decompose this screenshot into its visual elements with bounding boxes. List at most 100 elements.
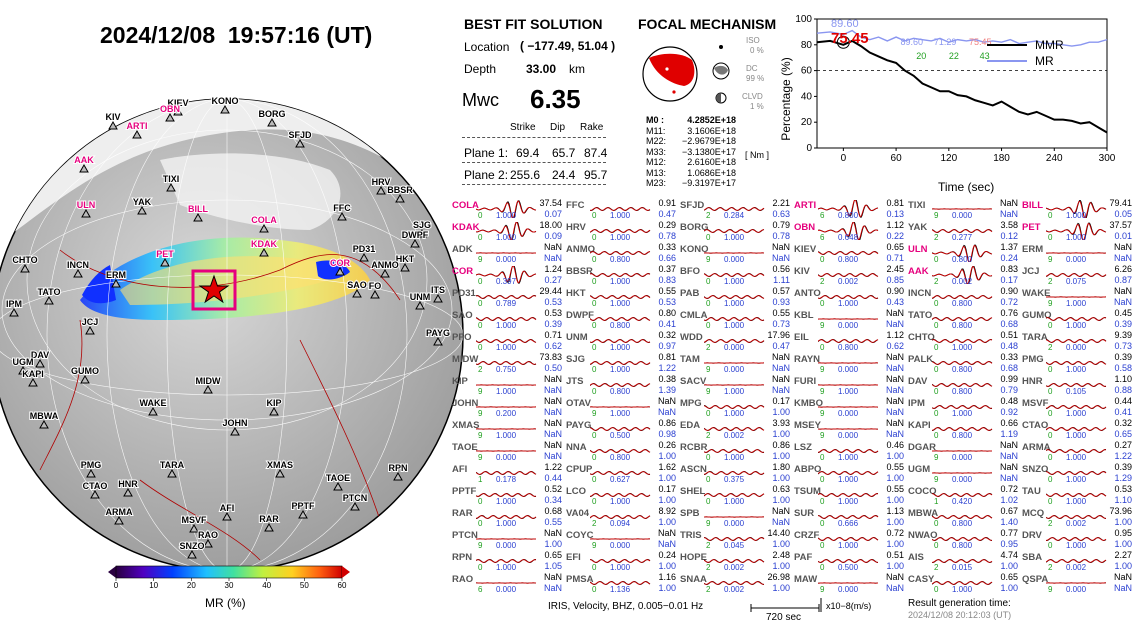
waveform	[476, 450, 537, 452]
station-flag: 2	[934, 563, 939, 572]
station-flag: 2	[706, 343, 711, 352]
map-station-label: AFI	[220, 503, 235, 513]
station-name: RCBR	[680, 442, 708, 453]
map-station-label: HNR	[118, 479, 138, 489]
waveform	[704, 581, 765, 585]
station-vr: 0.07	[544, 209, 562, 219]
station-amp: 0.38	[658, 374, 676, 384]
station-vr: 1.00	[772, 473, 790, 483]
colorbar-tick: 50	[300, 581, 309, 588]
map-station-label: BBSR	[387, 185, 413, 195]
station-trace: HOPE 2.48 1.00 2 0.002	[680, 550, 790, 574]
station-trace: COR 1.24 0.27 0 0.397	[452, 264, 562, 288]
station-triangle-icon	[370, 289, 380, 299]
moment-tensor: M0 : 4.2852E+18 M11: 3.1606E+18 M22: −2.9679E…	[646, 115, 736, 189]
waveform	[590, 361, 651, 365]
map-station-label: SNZO	[179, 541, 204, 551]
station-name: MIDW	[452, 354, 479, 365]
waveform	[704, 559, 765, 563]
station-name: NNA	[566, 442, 587, 453]
station-vr: 1.00	[886, 517, 904, 527]
waveform	[476, 266, 537, 284]
station-amp: NaN	[885, 572, 904, 582]
station-name: FFC	[566, 200, 585, 211]
station-trace: BORG 0.79 0.78 0 1.000	[680, 220, 790, 244]
station-amp: NaN	[1113, 286, 1132, 296]
station-triangle-icon	[395, 193, 405, 203]
station-trace: TAM NaN NaN 9 0.000	[680, 352, 790, 376]
dc-ball-icon	[712, 62, 730, 80]
station-vr: NaN	[999, 209, 1018, 219]
waveform	[932, 537, 993, 541]
dc-value: 99 %	[746, 74, 765, 83]
map-station: FO	[368, 280, 382, 299]
station-weight: 0.800	[952, 387, 973, 396]
station-weight: 0.000	[1066, 255, 1087, 264]
waveform	[476, 384, 537, 386]
synthetic-trace	[932, 581, 993, 585]
station-amp: 0.55	[772, 308, 790, 318]
station-weight: 0.397	[496, 277, 517, 286]
station-weight: 1.000	[952, 409, 973, 418]
station-flag: 0	[934, 299, 939, 308]
map-station: CHTO	[11, 254, 39, 273]
map-station: MBWA	[29, 410, 60, 429]
station-vr: NaN	[885, 319, 904, 329]
tensor-row: M11: 3.1606E+18	[646, 126, 736, 137]
station-trace: BBSR 0.37 0.83 0 1.000	[566, 264, 676, 288]
station-vr: 1.00	[1114, 539, 1132, 549]
map-station-label: PET	[156, 249, 174, 259]
station-weight: 0.420	[952, 497, 973, 506]
map-station: KONO	[211, 95, 240, 114]
station-flag: 2	[706, 541, 711, 550]
station-amp: 1.16	[658, 572, 676, 582]
synthetic-trace	[1046, 471, 1107, 475]
station-flag: 2	[934, 277, 939, 286]
station-trace: ERM NaN NaN 9 0.000	[1022, 242, 1132, 266]
station-trace: SNZO 0.39 1.29 0 1.000	[1022, 462, 1132, 486]
station-flag: 0	[478, 299, 483, 308]
map-station-label: RAR	[259, 514, 279, 524]
station-vr: 1.00	[1000, 583, 1018, 593]
station-amp: 6.26	[1114, 264, 1132, 274]
map-station: UGM	[12, 356, 35, 375]
station-vr: 1.02	[1000, 495, 1018, 505]
station-weight: 0.000	[838, 431, 859, 440]
station-weight: 0.375	[724, 475, 745, 484]
station-name: RPN	[452, 552, 473, 563]
station-weight: 1.000	[496, 431, 517, 440]
colorbar-label: MR (%)	[205, 596, 246, 610]
event-datetime: 2024/12/08 19:57:16 (UT)	[100, 22, 373, 48]
station-vr: 0.87	[1114, 275, 1132, 285]
station-flag: 0	[1048, 233, 1053, 242]
station-name: PMG	[1022, 354, 1044, 365]
station-amp: 1.12	[886, 330, 904, 340]
station-vr: 1.10	[1114, 495, 1132, 505]
station-vr: 1.00	[1114, 561, 1132, 571]
station-trace: KDAK 18.00 0.09 0 1.000	[452, 220, 562, 244]
station-triangle-icon	[80, 374, 90, 384]
station-triangle-icon	[114, 515, 124, 525]
station-flag: 1	[478, 475, 483, 484]
waveform	[476, 361, 537, 365]
station-amp: 2.48	[772, 550, 790, 560]
map-station-label: KONO	[212, 96, 239, 106]
station-weight: 1.000	[496, 563, 517, 572]
station-vr: 1.00	[544, 539, 562, 549]
station-flag: 0	[820, 299, 825, 308]
waveform	[932, 450, 992, 452]
station-vr: NaN	[543, 451, 562, 461]
station-triangle-icon	[203, 384, 213, 394]
synthetic-trace	[932, 229, 993, 233]
station-amp: 3.93	[772, 418, 790, 428]
station-vr: 0.71	[886, 253, 904, 263]
colorbar-tick: 60	[338, 581, 347, 588]
station-triangle-icon	[81, 208, 91, 218]
station-amp: 17.96	[767, 330, 790, 340]
station-trace: PPTF 0.52 0.34 0 1.000	[452, 484, 562, 508]
station-flag: 0	[592, 585, 597, 594]
waveform	[476, 559, 537, 563]
legend-label: MR	[1035, 54, 1054, 68]
map-station-label: XMAS	[267, 460, 293, 470]
